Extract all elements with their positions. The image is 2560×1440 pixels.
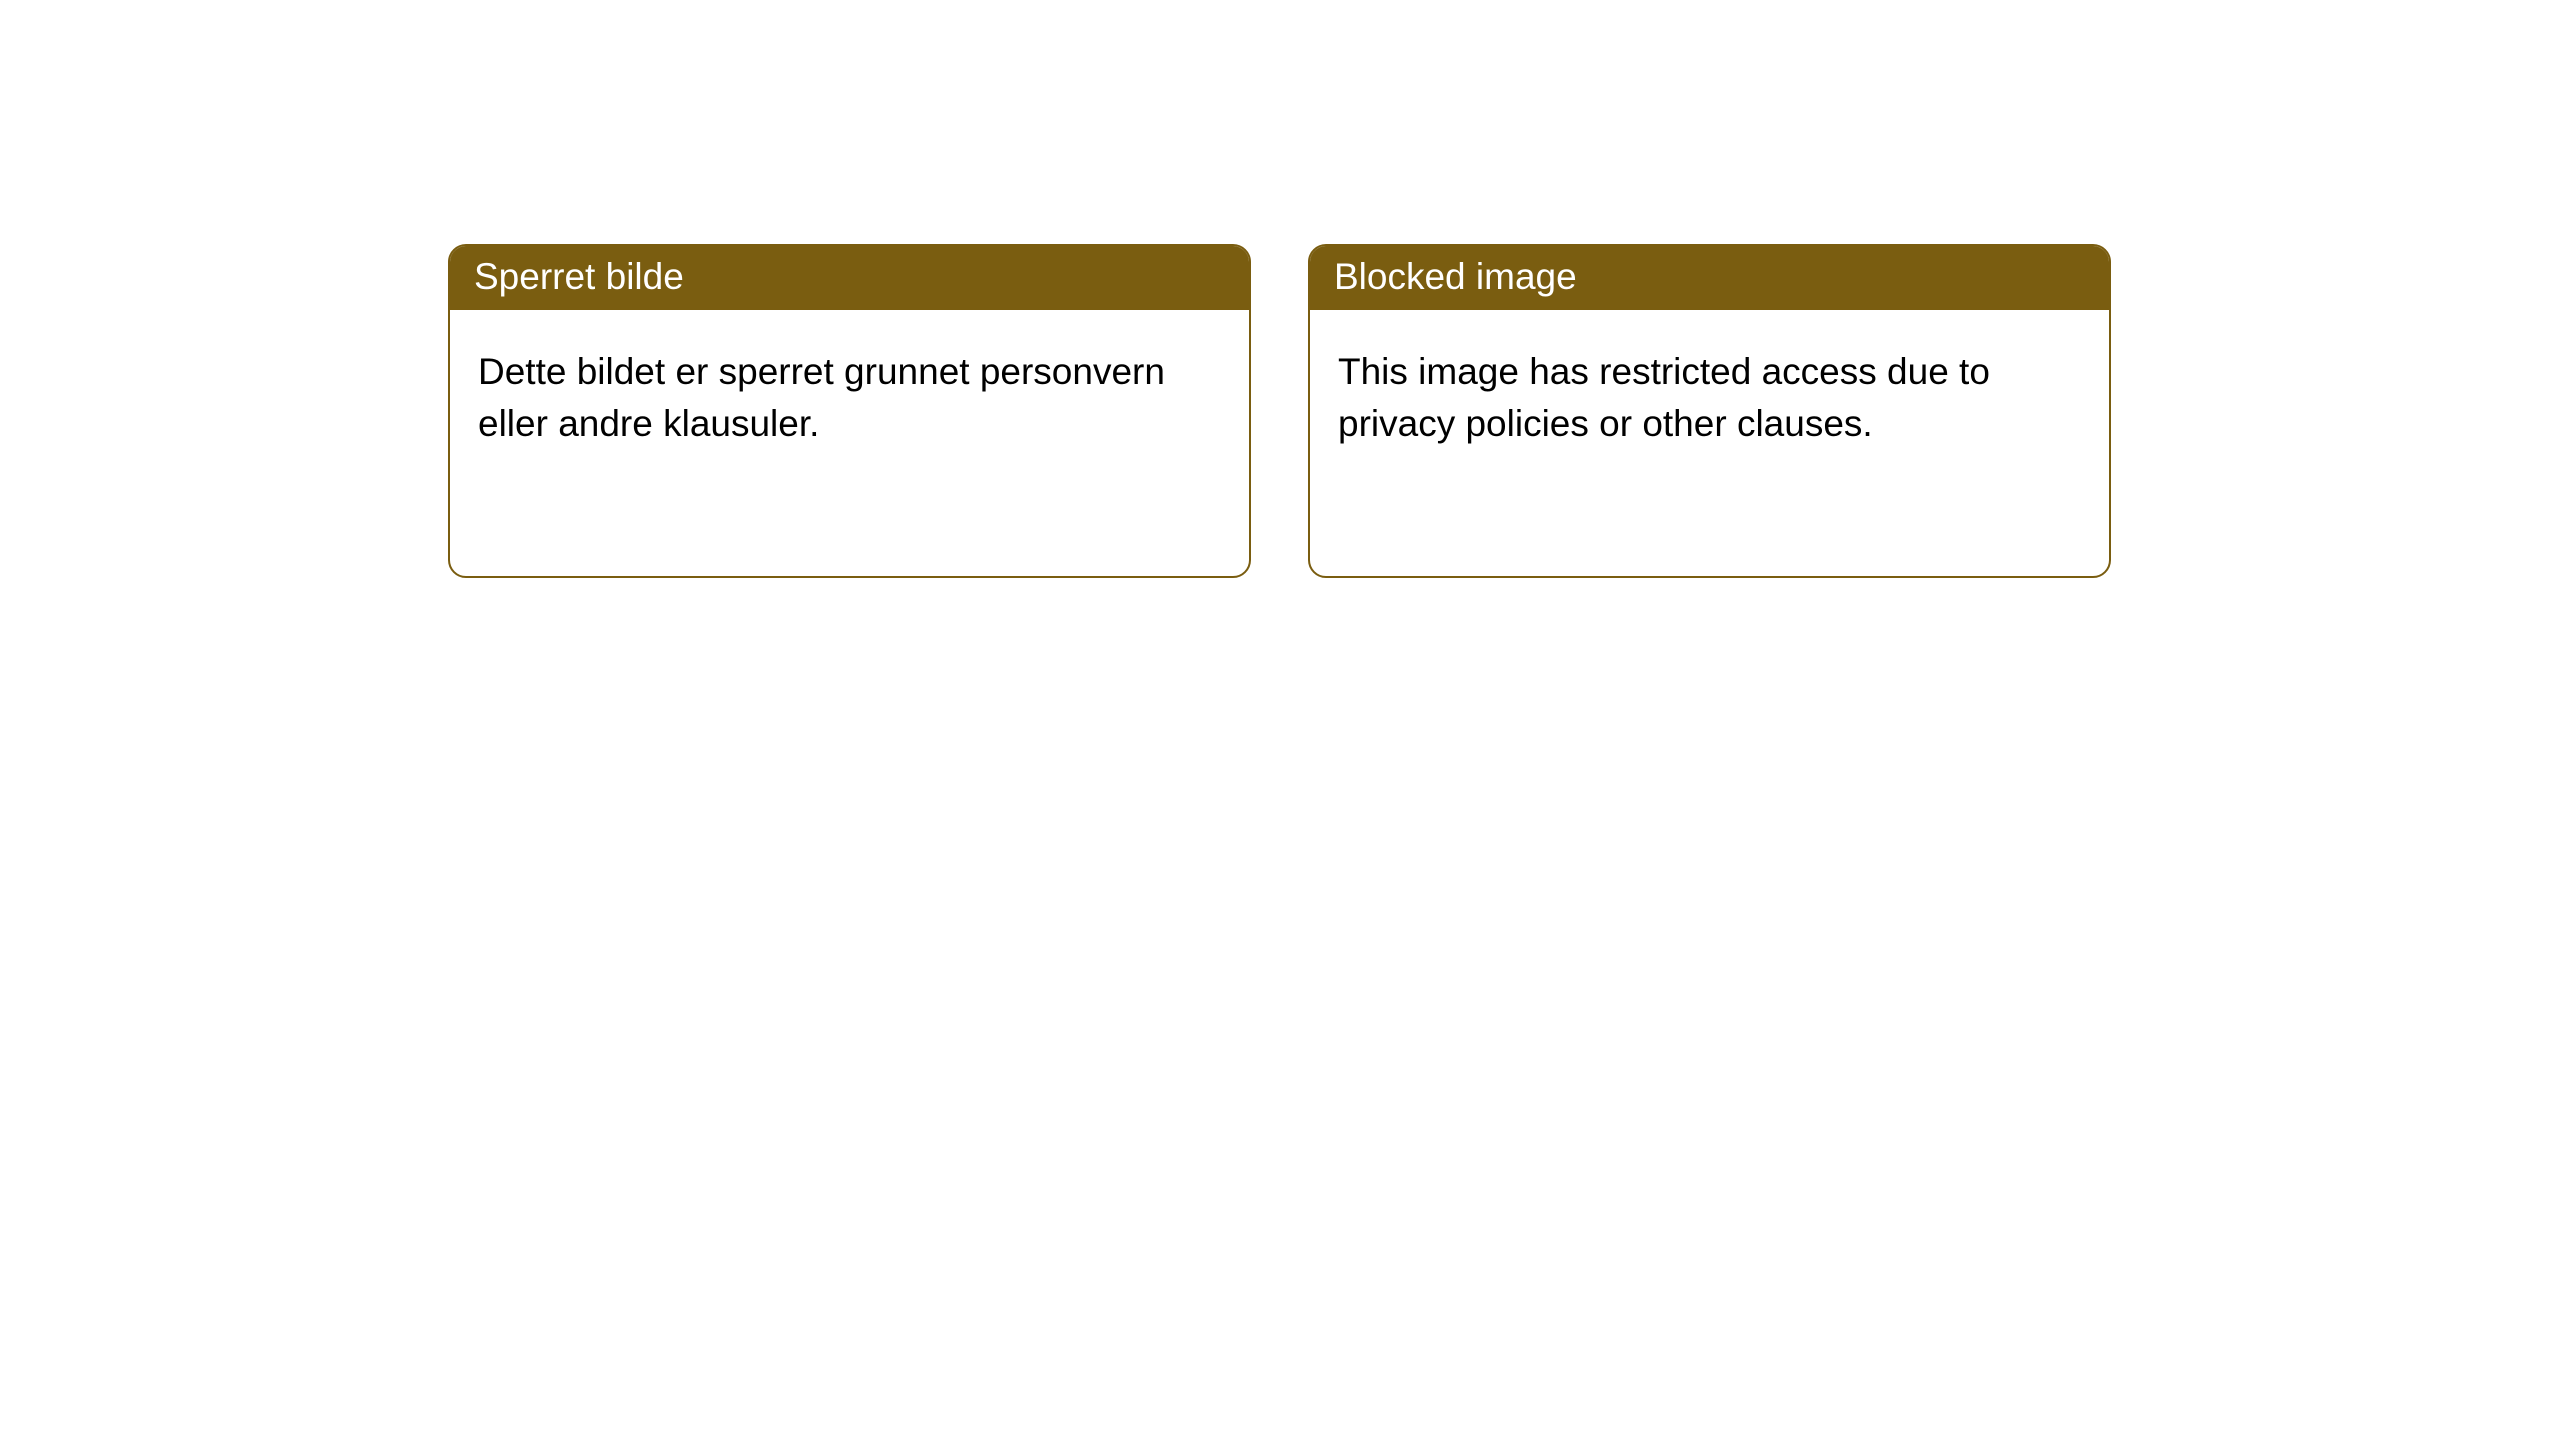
panel-body-no: Dette bildet er sperret grunnet personve…: [450, 310, 1249, 470]
panel-title-en: Blocked image: [1310, 246, 2109, 310]
blocked-image-panel-no: Sperret bilde Dette bildet er sperret gr…: [448, 244, 1251, 578]
blocked-image-panels: Sperret bilde Dette bildet er sperret gr…: [448, 244, 2111, 578]
panel-title-no: Sperret bilde: [450, 246, 1249, 310]
panel-body-en: This image has restricted access due to …: [1310, 310, 2109, 470]
blocked-image-panel-en: Blocked image This image has restricted …: [1308, 244, 2111, 578]
